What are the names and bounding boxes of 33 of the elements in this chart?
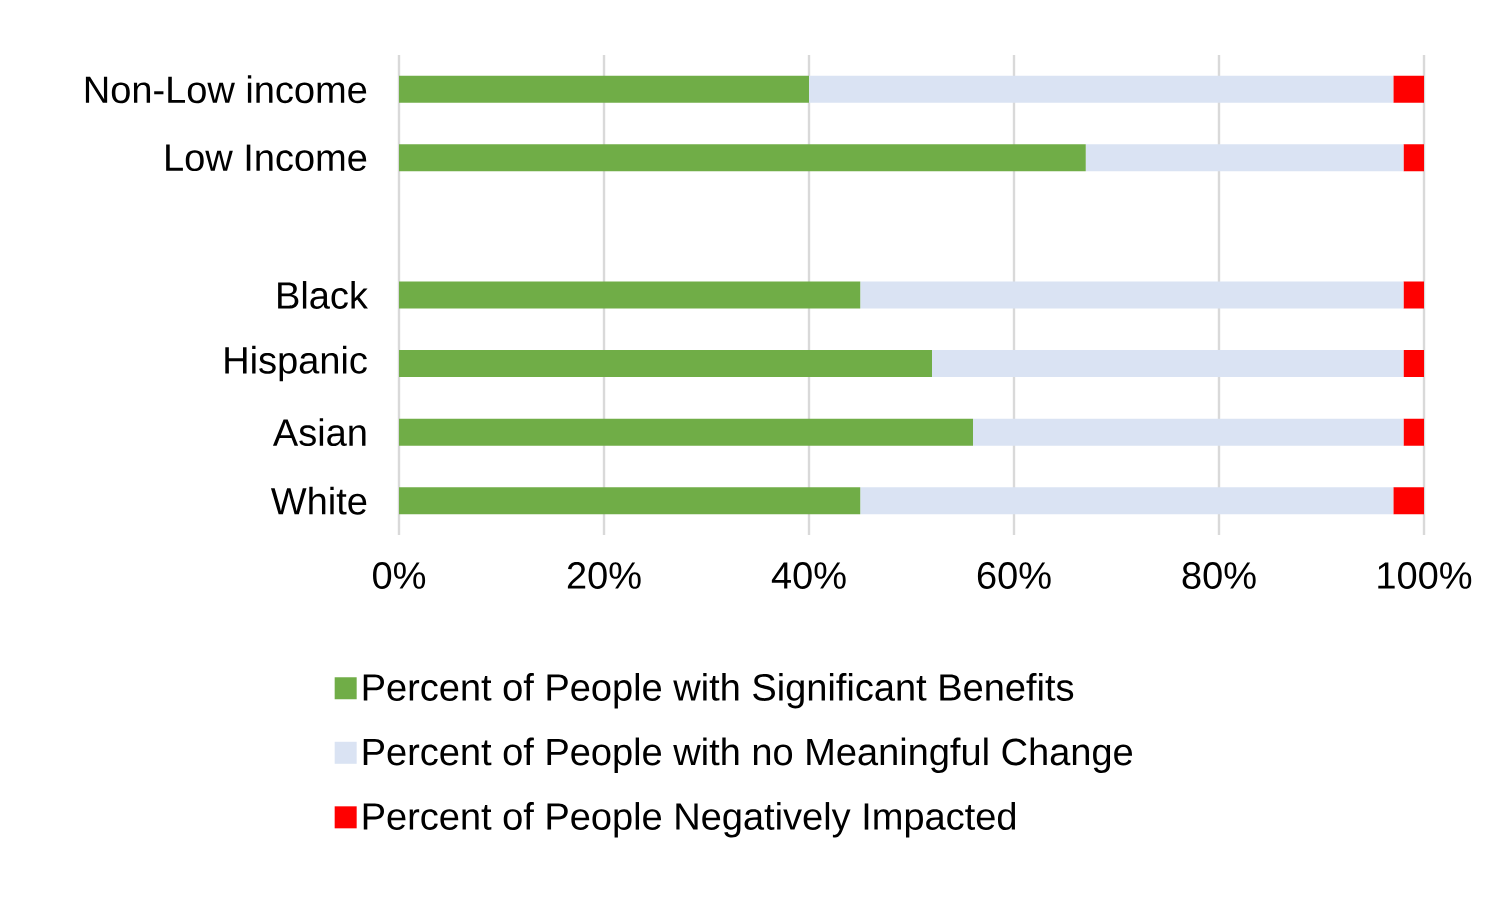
x-tick-label: 0% xyxy=(373,562,426,589)
bar xyxy=(1403,350,1425,378)
y-tick-label: Asian xyxy=(272,418,366,447)
bar xyxy=(973,418,1404,446)
bar xyxy=(860,281,1404,309)
bar xyxy=(399,487,861,515)
x-tick-label: 40% xyxy=(771,562,846,589)
bar xyxy=(399,418,974,446)
legend-label: Percent of People with no Meaningful Change xyxy=(363,737,1133,773)
y-tick-label: Low Income xyxy=(166,144,367,172)
x-tick-label: 20% xyxy=(567,562,641,589)
x-tick-label: 60% xyxy=(977,562,1051,589)
legend-label: Percent of People with Significant Benefits xyxy=(363,672,1074,709)
bar xyxy=(1393,487,1425,515)
bar xyxy=(1403,281,1425,309)
y-tick-label: White xyxy=(270,486,367,515)
bar xyxy=(1393,75,1425,103)
bar xyxy=(399,350,932,378)
y-tick-label: Black xyxy=(278,281,368,309)
legend-label: Percent of People Negatively Impacted xyxy=(363,802,1016,838)
bar xyxy=(860,487,1394,515)
bar xyxy=(399,144,1086,172)
bar xyxy=(932,350,1404,378)
y-tick-label: Hispanic xyxy=(225,345,367,382)
bar xyxy=(1403,418,1425,446)
bar xyxy=(399,281,861,309)
x-tick-label: 80% xyxy=(1182,562,1256,589)
bar xyxy=(1403,144,1425,172)
x-tick-label: 100% xyxy=(1378,562,1472,589)
bar xyxy=(1085,144,1404,172)
bar xyxy=(809,75,1394,103)
y-tick-label: Non-Low income xyxy=(85,75,367,104)
bar xyxy=(399,75,809,103)
